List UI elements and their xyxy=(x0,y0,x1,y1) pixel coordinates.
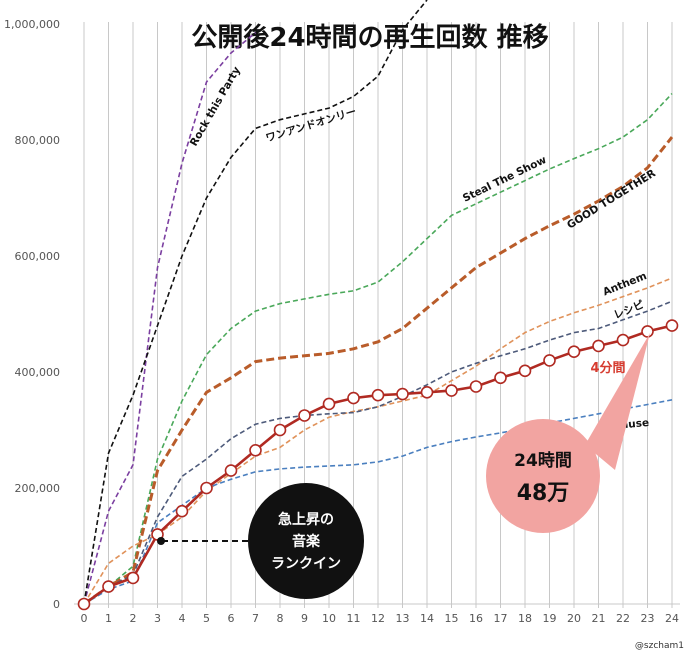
x-tick-label: 4 xyxy=(179,612,186,625)
series-point xyxy=(494,371,507,385)
x-tick-label: 18 xyxy=(518,612,532,625)
axes: 0 1 2 3 4 5 6 7 8 9 10 11 12 13 14 15 16 17 18 19 20 21 22 23 24… xyxy=(4,18,679,625)
callout-circle xyxy=(248,483,364,599)
series-line-Steal The Show xyxy=(83,93,673,605)
series-line-Rock this Party xyxy=(83,32,257,605)
series-point xyxy=(665,319,679,332)
bubble-circle xyxy=(486,419,600,533)
series-line-レシピ xyxy=(83,300,673,605)
series-point xyxy=(347,391,360,405)
series-point xyxy=(469,380,483,393)
series-label: Steal The Show xyxy=(461,154,549,205)
y-tick-label: 600,000 xyxy=(15,250,61,263)
x-tick-label: 16 xyxy=(469,612,483,625)
series-point xyxy=(224,464,238,477)
callout-line-2: 音楽 xyxy=(292,533,321,550)
x-tick-label: 17 xyxy=(494,612,508,625)
x-tick-label: 21 xyxy=(592,612,606,625)
chart-title: 公開後24時間の再生回数 推移 xyxy=(191,22,548,53)
series-point xyxy=(518,364,532,378)
series-point xyxy=(445,384,458,397)
bubble-pointer xyxy=(585,333,650,470)
series-label: Anthem xyxy=(601,270,648,298)
series-label: ワンアンドオンリー xyxy=(264,106,357,145)
series-line-GOOD TOGETHER xyxy=(83,136,674,606)
series-point xyxy=(249,443,262,457)
y-tick-label: 800,000 xyxy=(15,134,61,147)
series-point xyxy=(616,333,630,347)
series-labels: Rock this Party ワンアンドオンリー Steal The Show GO… xyxy=(188,65,658,434)
series-point xyxy=(298,409,311,422)
y-tick-label: 0 xyxy=(53,598,60,611)
x-tick-label: 20 xyxy=(567,612,581,625)
series-label: GOOD TOGETHER xyxy=(565,167,658,231)
series-point xyxy=(126,571,140,585)
x-tick-label: 0 xyxy=(81,612,88,625)
x-tick-label: 8 xyxy=(277,612,284,625)
x-tick-label: 13 xyxy=(396,612,410,625)
x-tick-label: 3 xyxy=(154,612,161,625)
series-point xyxy=(273,423,287,437)
series-label: Rock this Party xyxy=(188,65,243,149)
x-tick-label: 5 xyxy=(203,612,210,625)
x-tick-label: 6 xyxy=(228,612,235,625)
bubble-top-text: 24時間 xyxy=(514,450,572,471)
series-point xyxy=(420,385,434,399)
x-tick-label: 24 xyxy=(665,612,679,625)
grid-lines xyxy=(74,22,680,608)
series-line-ワンアンドオンリー xyxy=(83,0,428,605)
series-line-Anthem xyxy=(83,277,673,605)
series-layer xyxy=(77,0,679,611)
y-tick-label: 400,000 xyxy=(15,366,61,379)
y-tick-label: 200,000 xyxy=(15,482,61,495)
ranking-callout: 急上昇の 音楽 ランクイン xyxy=(157,483,364,599)
series-point xyxy=(175,504,189,518)
total-bubble: 24時間 48万 xyxy=(486,333,650,533)
x-tick-label: 22 xyxy=(616,612,630,625)
x-tick-label: 14 xyxy=(420,612,434,625)
series-point xyxy=(322,397,336,411)
x-tick-label: 23 xyxy=(641,612,655,625)
x-tick-label: 9 xyxy=(301,612,308,625)
series-point xyxy=(396,387,409,401)
callout-line-3: ランクイン xyxy=(271,556,341,572)
credit-label: @szcham1 xyxy=(635,641,684,651)
series-point xyxy=(567,345,581,359)
callout-line-1: 急上昇の xyxy=(278,511,334,528)
x-tick-label: 10 xyxy=(322,612,336,625)
x-tick-label: 11 xyxy=(347,612,361,625)
hour-label: 4分間 xyxy=(590,360,625,376)
bubble-bottom-text: 48万 xyxy=(517,481,570,506)
series-point xyxy=(641,325,654,338)
series-point xyxy=(77,597,91,611)
x-tick-label: 2 xyxy=(130,612,137,625)
series-point xyxy=(592,339,605,353)
x-tick-label: 7 xyxy=(252,612,259,625)
callout-anchor-dot xyxy=(157,537,165,545)
x-tick-label: 19 xyxy=(543,612,557,625)
series-point xyxy=(371,388,385,402)
x-tick-label: 1 xyxy=(105,612,112,625)
series-point xyxy=(543,354,556,367)
x-tick-label: 15 xyxy=(445,612,459,625)
x-tick-label: 12 xyxy=(371,612,385,625)
series-point xyxy=(200,481,213,495)
y-tick-label: 1,000,000 xyxy=(4,18,60,31)
series-point xyxy=(102,580,115,593)
